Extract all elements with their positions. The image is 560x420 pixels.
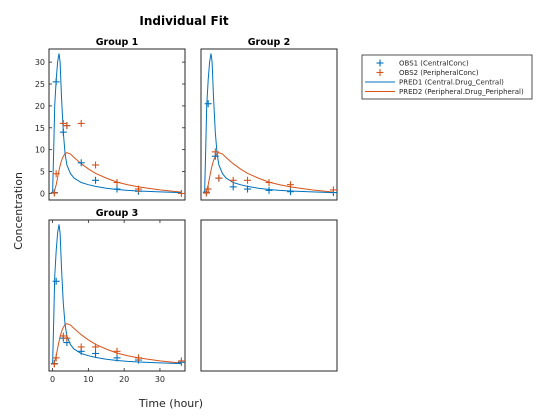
obs2-point (204, 185, 212, 193)
obs2-point (134, 354, 142, 362)
y-tick-label: 20 (35, 102, 45, 111)
obs1-point (204, 100, 212, 108)
obs2-point (92, 161, 100, 169)
obs2-point (52, 170, 60, 178)
legend-entry-2: OBS2 (PeripheralConc) (399, 69, 479, 77)
obs2-point (211, 148, 219, 156)
obs2-point (177, 357, 185, 365)
pred2-line (204, 152, 334, 194)
x-tick-label: 30 (155, 375, 165, 384)
obs2-point (202, 189, 210, 197)
panel-1: Group 1 0 5 10 15 20 25 30 (35, 37, 186, 201)
legend-marker-2 (376, 69, 384, 76)
obs1-point (92, 349, 100, 357)
panel-frame (48, 48, 186, 201)
y-tick-label: 5 (40, 168, 45, 177)
legend-entry-1: OBS1 (CentralConc) (399, 60, 469, 68)
pred1-line (52, 53, 182, 194)
panels-group: Group 1 0 5 10 15 20 25 30 Group 2 Group 3 0 10 20 30 (35, 37, 338, 384)
x-tick-label: 10 (83, 375, 93, 384)
obs2-point (177, 189, 185, 197)
legend-entry-4: PRED2 (Peripheral.Drug_Peripheral) (399, 88, 524, 96)
panel-frame (200, 219, 338, 372)
obs2-point (77, 343, 85, 351)
obs2-point (265, 178, 273, 186)
obs1-point (113, 354, 121, 362)
panel-title: Group 2 (248, 37, 291, 48)
panel-4 (200, 219, 338, 372)
y-tick-label: 10 (35, 146, 45, 155)
obs2-point (229, 176, 237, 184)
y-tick-label: 0 (40, 189, 45, 198)
x-tick-label: 0 (50, 375, 55, 384)
obs2-point (113, 178, 121, 186)
obs2-point (134, 185, 142, 193)
obs2-point (113, 347, 121, 355)
obs2-point (52, 354, 60, 362)
x-axis-label: Time (hour) (138, 397, 203, 410)
pred1-line (204, 53, 334, 194)
obs2-point (63, 334, 71, 342)
obs1-point (52, 277, 60, 285)
pred2-line (52, 323, 182, 365)
y-tick-label: 15 (35, 124, 45, 133)
panel-3: Group 3 0 10 20 30 (48, 208, 186, 384)
obs2-point (92, 343, 100, 351)
obs2-point (329, 186, 337, 194)
obs2-point (59, 332, 67, 340)
obs1-point (265, 186, 273, 194)
panel-title: Group 3 (96, 208, 139, 219)
obs1-point (244, 185, 252, 193)
obs2-point (50, 360, 58, 368)
obs2-point (286, 181, 294, 189)
obs1-point (77, 159, 85, 167)
obs2-point (63, 122, 71, 130)
panel-2: Group 2 (200, 37, 338, 201)
obs1-point (229, 183, 237, 191)
x-tick-label: 20 (119, 375, 129, 384)
obs2-point (59, 119, 67, 127)
obs1-point (52, 78, 60, 86)
legend-entry-3: PRED1 (Central.Drug_Central) (399, 79, 504, 87)
obs1-point (92, 176, 100, 184)
y-tick-label: 30 (35, 58, 45, 67)
legend: OBS1 (CentralConc)OBS2 (PeripheralConc) P… (361, 54, 533, 100)
obs1-point (59, 128, 67, 136)
obs1-point (286, 188, 294, 196)
pred1-line (52, 224, 182, 365)
obs2-point (50, 189, 58, 197)
pred2-line (52, 152, 182, 194)
obs2-point (215, 174, 223, 182)
panel-title: Group 1 (96, 37, 139, 48)
panel-frame (200, 48, 338, 201)
figure-title: Individual Fit (139, 14, 228, 28)
obs2-point (244, 176, 252, 184)
y-tick-label: 25 (35, 80, 45, 89)
legend-marker-1 (376, 59, 384, 67)
obs1-point (113, 185, 121, 193)
obs2-point (77, 119, 85, 127)
y-axis-label: Concentration (12, 172, 25, 250)
